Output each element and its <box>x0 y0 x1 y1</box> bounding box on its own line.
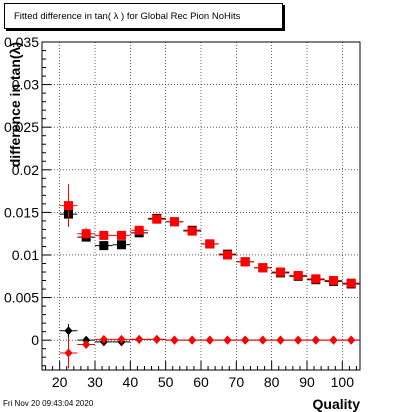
x-tick-label: 20 <box>52 374 68 390</box>
data-point <box>187 226 197 236</box>
x-tick-label: 100 <box>331 374 355 390</box>
data-point <box>276 267 285 277</box>
data-point <box>276 335 285 345</box>
y-tick-label: 0 <box>31 332 39 348</box>
y-tick-label: 0.015 <box>4 204 39 220</box>
data-point <box>205 335 214 345</box>
data-point <box>117 240 126 250</box>
data-point <box>223 250 232 260</box>
y-tick-label: 0.03 <box>12 77 39 93</box>
data-point <box>64 326 73 336</box>
chart-title: Fitted difference in tan( λ ) for Global… <box>14 11 241 22</box>
data-point <box>99 230 109 240</box>
data-point <box>347 335 356 345</box>
x-tick-label: 60 <box>193 374 209 390</box>
series-2 <box>59 184 360 288</box>
data-point <box>311 335 320 345</box>
data-point <box>240 257 250 267</box>
data-point <box>293 270 303 280</box>
data-point <box>188 335 197 345</box>
axis-layer: 20 30 40 50 60 70 80 90 100 0 0.005 0.01 0.015 0.02 0.… <box>4 34 357 390</box>
x-tick-label: 30 <box>87 374 103 390</box>
data-point <box>99 241 109 251</box>
y-tick-label: 0.01 <box>12 247 39 263</box>
data-point <box>329 276 338 286</box>
timestamp: Fri Nov 20 09:43:04 2020 <box>3 399 94 408</box>
data-point <box>117 334 126 344</box>
data-point <box>258 335 267 345</box>
data-point <box>258 263 268 273</box>
y-tick-label: 0.035 <box>4 34 39 50</box>
data-point <box>294 335 303 345</box>
data-point <box>117 230 126 240</box>
data-point <box>170 217 179 227</box>
x-tick-label: 50 <box>158 374 174 390</box>
plot-frame <box>41 41 361 371</box>
data-point <box>311 274 321 284</box>
data-point <box>81 229 91 239</box>
y-tick-label: 0.025 <box>4 119 39 135</box>
y-tick-label: 0.02 <box>12 162 39 178</box>
data-point <box>346 278 356 288</box>
y-axis-label: difference in tan(λ) <box>7 42 23 167</box>
x-axis-label: Quality <box>313 396 361 412</box>
data-point <box>99 334 108 344</box>
data-point <box>64 348 73 358</box>
data-point <box>241 335 250 345</box>
data-point <box>64 201 73 211</box>
data-point <box>82 339 91 349</box>
data-point <box>170 335 179 345</box>
data-point <box>205 239 215 249</box>
data-point <box>152 214 162 224</box>
x-tick-label: 40 <box>123 374 139 390</box>
x-tick-label: 70 <box>229 374 245 390</box>
grid-layer <box>42 41 360 370</box>
y-tick-label: 0.005 <box>4 290 39 306</box>
data-point <box>135 334 144 344</box>
x-tick-label: 90 <box>299 374 315 390</box>
data-point <box>152 334 161 344</box>
series-4 <box>59 334 360 369</box>
data-point <box>223 335 232 345</box>
data-point <box>329 335 338 345</box>
x-tick-label: 80 <box>264 374 280 390</box>
data-layer <box>59 184 360 369</box>
data-point <box>134 225 144 235</box>
title-box <box>4 3 283 29</box>
